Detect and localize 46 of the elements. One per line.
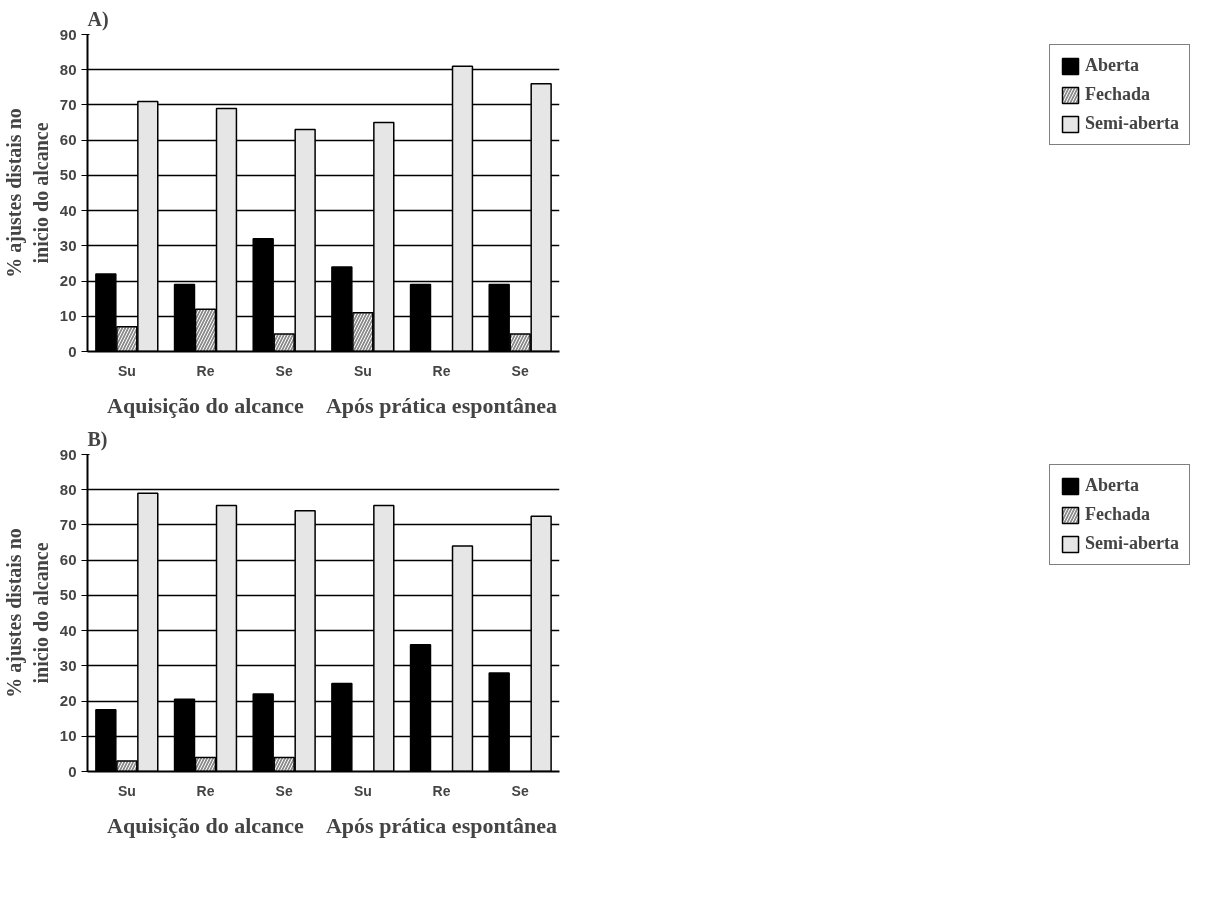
legend-label: Fechada [1085, 504, 1151, 525]
x-tick-label: Re [432, 782, 451, 799]
y-tick-label: 70 [59, 515, 77, 533]
text: Aquisição do alcance [107, 812, 305, 838]
y-tick-label: 90 [59, 25, 77, 43]
x-tick-label: Se [275, 782, 293, 799]
x-tick-label: Re [196, 362, 215, 379]
y-tick-label: 50 [59, 166, 77, 184]
text: Após prática espontânea [325, 392, 558, 418]
text: Aquisição do alcance [107, 392, 305, 418]
y-tick-label: 70 [59, 95, 77, 113]
legend-label: Aberta [1085, 55, 1139, 76]
chart-title: A) [87, 7, 109, 31]
y-tick-label: 30 [59, 656, 77, 674]
y-tick-label: 10 [59, 307, 77, 325]
x-tick-label: Su [353, 362, 372, 379]
legend-label: Aberta [1085, 475, 1139, 496]
legend-label: Semi-aberta [1085, 533, 1179, 554]
y-tick-label: 20 [59, 692, 77, 710]
y-tick-label: 20 [59, 272, 77, 290]
legend-label: Fechada [1085, 84, 1151, 105]
y-tick-label: 80 [59, 480, 77, 498]
legend-label: Semi-aberta [1085, 113, 1179, 134]
y-tick-label: 40 [59, 621, 77, 639]
y-tick-label: 0 [68, 762, 77, 780]
y-tick-label: 80 [59, 60, 77, 78]
y-axis-title: % ajustes distais no inicio do alcance [3, 528, 52, 698]
text: Após prática espontânea [325, 812, 558, 838]
y-tick-label: 0 [68, 342, 77, 360]
x-tick-label: Re [432, 362, 451, 379]
y-tick-label: 10 [59, 727, 77, 745]
x-tick-label: Re [196, 782, 215, 799]
y-tick-label: 30 [59, 236, 77, 254]
y-tick-label: 90 [59, 445, 77, 463]
x-tick-label: Su [117, 362, 136, 379]
y-axis-title: % ajustes distais no inicio do alcance [3, 108, 52, 278]
x-tick-label: Su [117, 782, 136, 799]
y-tick-label: 40 [59, 201, 77, 219]
x-tick-label: Se [275, 362, 293, 379]
x-tick-label: Se [511, 362, 529, 379]
chart-title: B) [87, 427, 108, 451]
x-tick-label: Su [353, 782, 372, 799]
x-tick-label: Se [511, 782, 529, 799]
y-tick-label: 60 [59, 551, 77, 569]
y-tick-label: 50 [59, 586, 77, 604]
y-tick-label: 60 [59, 131, 77, 149]
